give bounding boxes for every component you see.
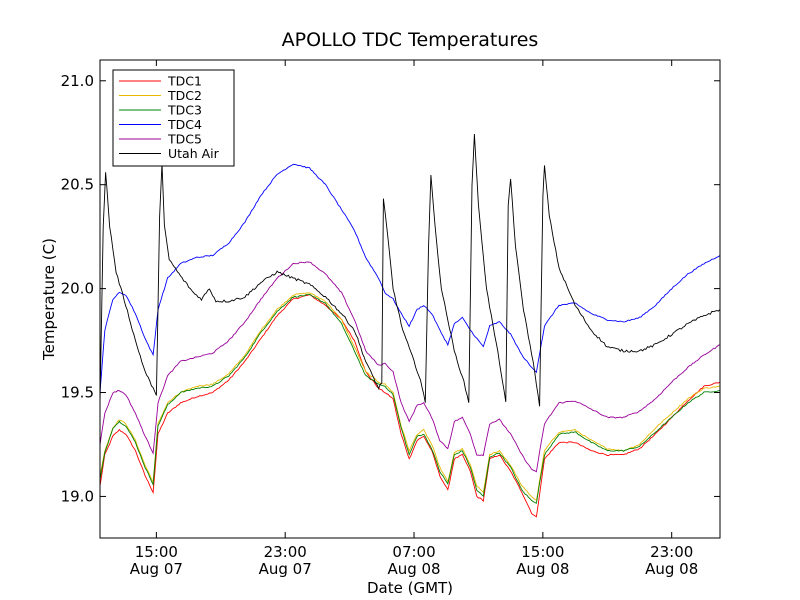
x-tick-label-time: 23:00 [264, 543, 307, 561]
series-layer [99, 133, 721, 518]
series-line-tdc1 [99, 294, 721, 518]
y-tick-label: 19.5 [61, 384, 94, 402]
x-tick-label-date: Aug 07 [259, 560, 312, 578]
x-axis-label: Date (GMT) [367, 579, 453, 597]
legend-entry-label: TDC4 [167, 117, 202, 132]
y-tick-label: 20.0 [61, 280, 94, 298]
legend-frame [112, 69, 235, 167]
series-line-tdc3 [99, 293, 721, 504]
legend-entry-label: TDC2 [167, 88, 202, 103]
legend-entry-label: TDC1 [167, 74, 202, 89]
legend-entry-label: TDC3 [167, 103, 202, 118]
y-tick-label: 21.0 [61, 72, 94, 90]
series-line-utah-air [99, 133, 721, 407]
series-line-tdc5 [99, 261, 721, 473]
x-tick-label-date: Aug 08 [387, 560, 440, 578]
legend-entry-label: Utah Air [168, 146, 220, 161]
x-tick-label-time: 15:00 [521, 543, 564, 561]
x-tick-label-date: Aug 08 [516, 560, 569, 578]
x-tick-label-time: 07:00 [392, 543, 435, 561]
x-tick-label-time: 23:00 [650, 543, 693, 561]
plot-frame [99, 59, 721, 539]
y-tick-label: 19.0 [61, 487, 94, 505]
x-tick-label-time: 15:00 [135, 543, 178, 561]
chart-title: APOLLO TDC Temperatures [282, 29, 539, 51]
x-tick-label-date: Aug 07 [130, 560, 183, 578]
legend-entry-label: TDC5 [167, 132, 202, 147]
y-axis-label: Temperature (C) [40, 238, 58, 361]
series-line-tdc4 [99, 163, 721, 393]
y-tick-label: 20.5 [61, 176, 94, 194]
x-tick-label-date: Aug 08 [645, 560, 698, 578]
